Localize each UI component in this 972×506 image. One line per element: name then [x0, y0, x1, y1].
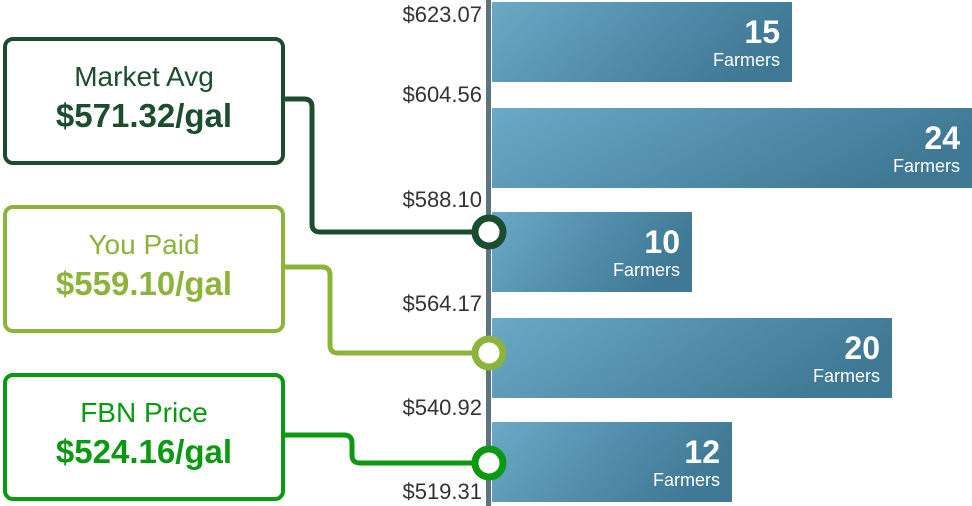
marker-callout: You Paid $559.10/gal — [3, 205, 285, 333]
tick-label: $623.07 — [402, 2, 482, 27]
bar-value-label: 15 — [744, 14, 780, 50]
bar-unit-label: Farmers — [713, 50, 780, 70]
bar-unit-label: Farmers — [813, 366, 880, 386]
tick-label: $588.10 — [402, 187, 482, 212]
bar-unit-label: Farmers — [613, 260, 680, 280]
marker-circle — [471, 335, 507, 371]
y-axis-line — [486, 0, 491, 506]
bar — [492, 318, 892, 398]
tick-label: $604.56 — [402, 82, 482, 107]
bar — [492, 108, 972, 188]
tick-label: $519.31 — [402, 479, 482, 504]
marker-label: You Paid — [88, 229, 200, 260]
bar-value-label: 24 — [924, 120, 960, 156]
marker-circle — [471, 214, 507, 250]
tick-label: $540.92 — [402, 395, 482, 420]
tick-label: $564.17 — [402, 291, 482, 316]
marker-value: $559.10/gal — [55, 265, 233, 302]
bar-unit-label: Farmers — [893, 156, 960, 176]
bar — [492, 422, 732, 502]
connector-line — [284, 96, 480, 235]
marker-callout: FBN Price $524.16/gal — [3, 373, 285, 501]
marker-label: Market Avg — [74, 61, 214, 92]
bar-unit-label: Farmers — [653, 470, 720, 490]
marker-circle — [471, 445, 507, 481]
marker-callout: Market Avg $571.32/gal — [3, 37, 285, 165]
marker-value: $571.32/gal — [55, 97, 233, 134]
bar — [492, 212, 692, 292]
bar-value-label: 12 — [684, 434, 720, 470]
bar — [492, 2, 792, 82]
connector-line — [284, 264, 480, 356]
bar-value-label: 10 — [644, 224, 680, 260]
connector-line — [284, 432, 480, 466]
marker-value: $524.16/gal — [55, 433, 233, 470]
marker-label: FBN Price — [80, 397, 208, 428]
bar-value-label: 20 — [844, 330, 880, 366]
